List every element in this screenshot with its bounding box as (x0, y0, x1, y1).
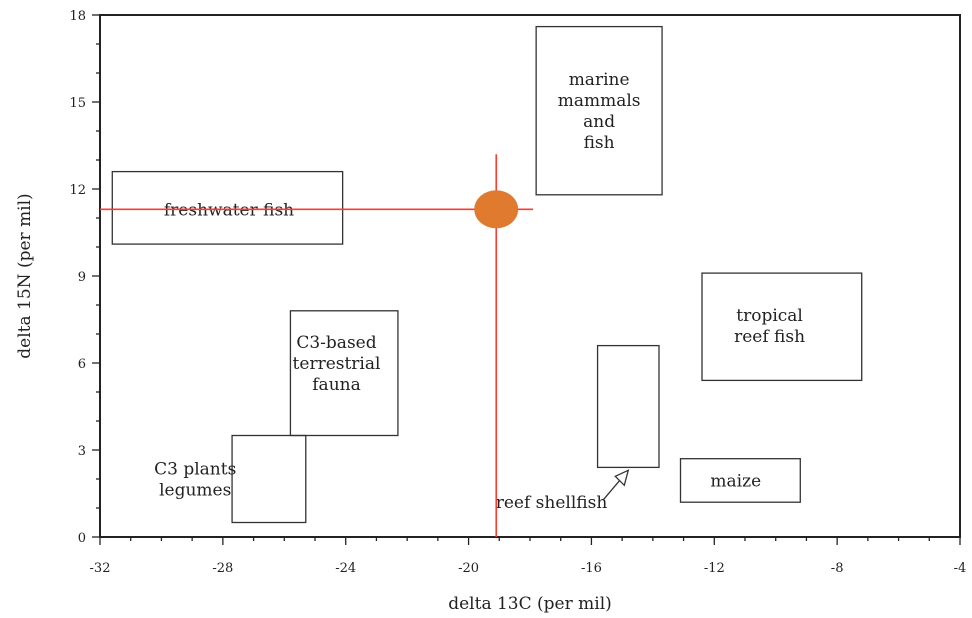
region-label-c3-terrestrial-fauna: C3-based (296, 333, 376, 353)
region-box-marine-mammals-fish (535, 25, 663, 196)
y-tick-label: 18 (69, 9, 86, 24)
x-tick-label: -4 (954, 561, 967, 576)
region-label-c3-plants-legumes: C3 plants (154, 460, 236, 480)
x-tick-label: -24 (335, 561, 356, 576)
region-box-freshwater-fish (111, 170, 344, 245)
region-label-marine-mammals-fish: fish (584, 133, 615, 153)
region-label-tropical-reef-fish: reef fish (734, 327, 805, 347)
region-label-c3-plants-legumes: legumes (159, 481, 231, 501)
data-point (474, 190, 519, 229)
region-box-tropical-reef-fish (701, 272, 863, 382)
y-tick-label: 12 (69, 183, 86, 198)
region-label-c3-terrestrial-fauna: fauna (312, 375, 360, 395)
region-label-marine-mammals-fish: marine (569, 70, 630, 90)
y-tick-label: 15 (69, 96, 86, 111)
x-tick-label: -16 (581, 561, 602, 576)
region-box-reef-shellfish (596, 344, 660, 469)
region-box-maize (679, 458, 801, 503)
region-box-c3-terrestrial-fauna (289, 310, 399, 437)
x-tick-label: -8 (831, 561, 844, 576)
x-tick-label: -12 (704, 561, 725, 576)
region-label-c3-terrestrial-fauna: terrestrial (293, 354, 381, 374)
marks (100, 154, 534, 537)
region-label-marine-mammals-fish: mammals (558, 91, 641, 111)
axis-ticks: -32 -28 -24 -20 -16 -12 -8 -4 0 3 6 9 12 15 18 (69, 9, 966, 576)
y-axis-title: delta 15N (per mil) (15, 193, 35, 358)
y-tick-label: 0 (78, 531, 86, 546)
y-tick-label: 6 (78, 357, 86, 372)
x-tick-label: -28 (212, 561, 233, 576)
y-tick-label: 3 (78, 444, 86, 459)
region-label-maize: maize (710, 471, 761, 491)
x-axis-title: delta 13C (per mil) (448, 594, 612, 614)
region-label-reef-shellfish: reef shellfish (496, 493, 608, 513)
y-tick-label: 9 (78, 270, 86, 285)
region-label-marine-mammals-fish: and (583, 112, 615, 132)
reef-shellfish-arrowhead (614, 469, 630, 487)
region-label-tropical-reef-fish: tropical (736, 306, 803, 326)
x-tick-label: -32 (90, 561, 111, 576)
x-tick-label: -20 (458, 561, 479, 576)
region-box-c3-plants-legumes (231, 434, 307, 524)
region-label-freshwater-fish: freshwater fish (164, 200, 294, 220)
